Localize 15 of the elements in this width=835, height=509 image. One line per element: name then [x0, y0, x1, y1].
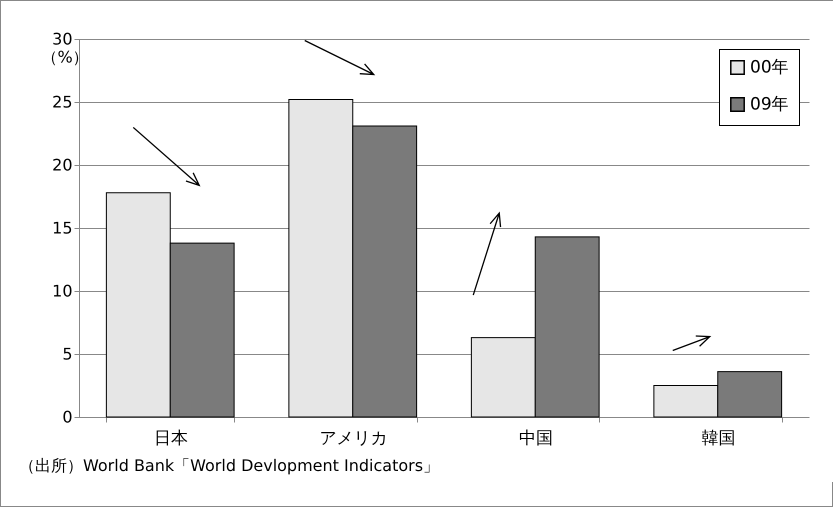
x-tick-label: アメリカ [319, 428, 388, 448]
legend-label: 09年 [750, 94, 789, 114]
x-tick-label: 中国 [518, 428, 553, 448]
x-tick-label: 日本 [154, 428, 188, 448]
y-tick-label: 0 [62, 408, 72, 426]
y-tick-label: 5 [62, 344, 72, 364]
y-tick-label: 25 [52, 92, 72, 112]
y-tick-label: 20 [52, 156, 72, 174]
y-tick-label: 30 [52, 30, 72, 48]
y-tick-label: 10 [52, 282, 72, 300]
x-tick-label: 韓国 [701, 428, 736, 448]
y-tick-label: 15 [52, 218, 72, 238]
legend-label: 00年 [750, 58, 789, 78]
y-axis-title: （%） [42, 48, 89, 66]
text: （出所）World Bank「World Devlopment Indicators」 [19, 456, 440, 475]
